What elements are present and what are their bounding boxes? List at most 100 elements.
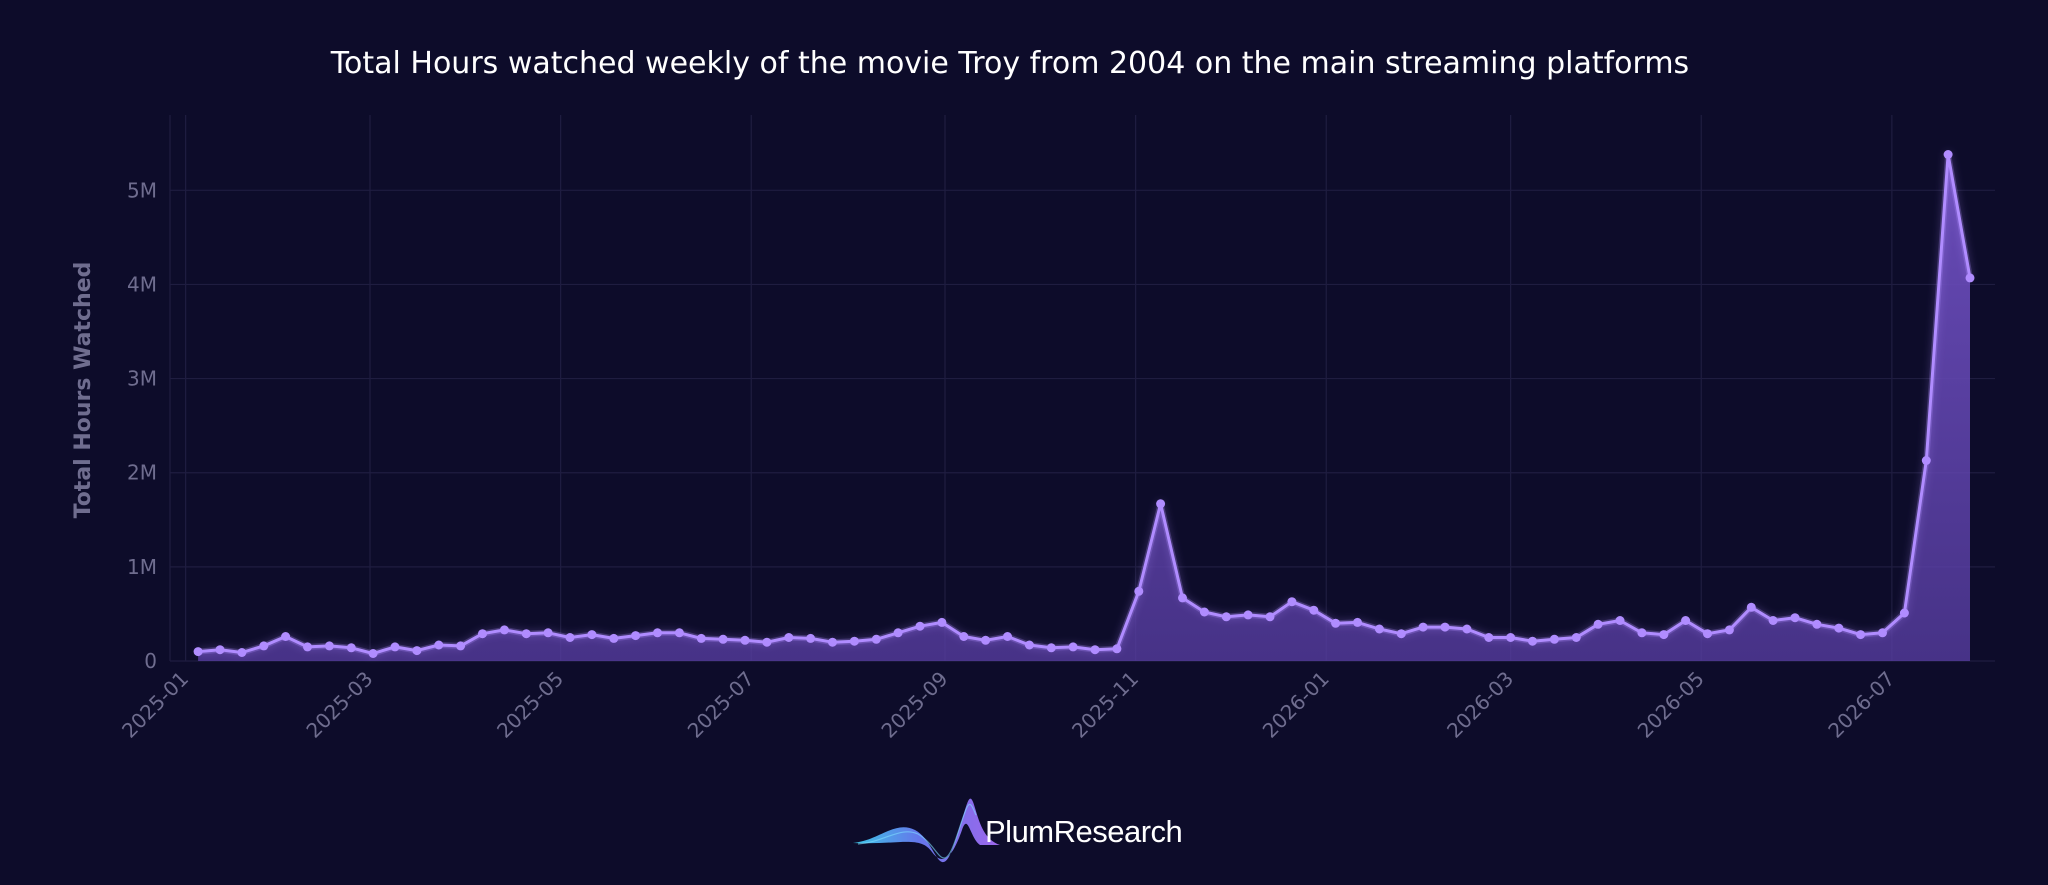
data-point bbox=[1681, 616, 1691, 625]
data-point bbox=[871, 634, 881, 644]
data-point bbox=[543, 628, 553, 638]
data-point bbox=[1068, 642, 1078, 652]
data-point bbox=[1878, 628, 1887, 638]
x-tick-label: 2025-05 bbox=[492, 667, 568, 743]
data-point bbox=[1287, 597, 1297, 607]
data-point bbox=[1309, 605, 1319, 615]
data-point bbox=[784, 633, 794, 642]
data-point bbox=[237, 648, 247, 657]
data-point bbox=[1418, 622, 1428, 632]
data-point bbox=[828, 637, 837, 647]
data-point bbox=[740, 635, 750, 645]
data-point bbox=[937, 617, 947, 627]
data-point bbox=[893, 628, 903, 638]
chart-title: Total Hours watched weekly of the movie … bbox=[330, 46, 1689, 81]
y-tick-label: 0 bbox=[144, 649, 157, 673]
x-tick-label: 2025-03 bbox=[301, 667, 377, 743]
data-point bbox=[1265, 612, 1275, 622]
brand-name: PlumResearch bbox=[985, 814, 1182, 849]
x-tick-label: 2025-09 bbox=[876, 667, 952, 743]
data-point bbox=[1746, 602, 1756, 612]
data-point bbox=[806, 633, 816, 643]
data-point bbox=[1024, 640, 1034, 650]
y-tick-label: 1M bbox=[127, 555, 157, 579]
x-tick-label: 2025-01 bbox=[117, 667, 193, 743]
x-tick-label: 2026-05 bbox=[1633, 667, 1709, 743]
data-point bbox=[1549, 634, 1559, 644]
data-point bbox=[609, 633, 619, 643]
data-point bbox=[368, 649, 378, 658]
data-point bbox=[1899, 608, 1909, 618]
x-tick-label: 2025-11 bbox=[1067, 667, 1143, 743]
data-point bbox=[1724, 625, 1734, 635]
data-point bbox=[390, 642, 400, 652]
area-layer bbox=[198, 154, 1971, 661]
point-layer bbox=[193, 150, 1975, 658]
data-point bbox=[193, 647, 203, 657]
x-tick-label: 2025-07 bbox=[683, 667, 759, 743]
data-point bbox=[1768, 616, 1778, 625]
data-point bbox=[215, 645, 225, 655]
y-axis-ticks: 0 1M 2M 3M 4M 5M bbox=[127, 178, 157, 673]
data-point bbox=[1593, 619, 1603, 629]
x-tick-label: 2026-07 bbox=[1823, 667, 1899, 743]
data-point bbox=[303, 642, 312, 652]
x-tick-label: 2026-03 bbox=[1442, 667, 1518, 743]
data-point bbox=[456, 641, 466, 651]
data-point bbox=[674, 628, 684, 638]
data-point bbox=[1856, 630, 1866, 640]
series-line-glow bbox=[197, 151, 1973, 657]
y-tick-label: 4M bbox=[127, 272, 157, 296]
data-point bbox=[259, 641, 269, 651]
data-point bbox=[324, 641, 334, 651]
y-axis-label: Total Hours Watched bbox=[71, 262, 96, 519]
data-point bbox=[587, 630, 597, 640]
grid bbox=[169, 115, 1995, 662]
data-point bbox=[959, 632, 969, 641]
data-point bbox=[1637, 628, 1647, 638]
line-layer bbox=[197, 151, 1973, 657]
data-point bbox=[1943, 150, 1953, 159]
series-line bbox=[197, 153, 1972, 655]
area-fill bbox=[198, 154, 1971, 661]
data-point bbox=[1221, 612, 1231, 622]
data-point bbox=[718, 634, 728, 644]
y-tick-label: 5M bbox=[127, 178, 157, 202]
data-point bbox=[1243, 610, 1253, 620]
x-axis-ticks: 2025-01 2025-03 2025-05 2025-07 2025-09 2025-… bbox=[117, 667, 1899, 743]
data-point bbox=[1703, 629, 1712, 639]
data-point bbox=[1484, 633, 1494, 642]
data-point bbox=[1506, 633, 1516, 642]
data-point bbox=[1921, 456, 1931, 465]
data-point bbox=[1528, 636, 1537, 646]
data-point bbox=[1790, 613, 1800, 623]
data-point bbox=[281, 632, 291, 641]
data-point bbox=[1396, 629, 1406, 639]
data-point bbox=[412, 646, 422, 656]
data-point bbox=[1090, 645, 1100, 655]
data-point bbox=[478, 629, 487, 639]
x-tick-label: 2026-01 bbox=[1258, 667, 1334, 743]
data-point bbox=[696, 633, 706, 643]
data-point bbox=[1440, 622, 1450, 632]
data-point bbox=[521, 629, 531, 639]
y-tick-label: 2M bbox=[127, 461, 157, 485]
wave-icon bbox=[853, 798, 1000, 863]
data-point bbox=[1462, 624, 1472, 634]
data-point bbox=[915, 621, 925, 631]
data-point bbox=[1965, 273, 1975, 283]
data-point bbox=[499, 625, 509, 635]
data-point bbox=[346, 643, 356, 653]
data-point bbox=[1812, 619, 1822, 629]
data-point bbox=[434, 640, 444, 650]
y-tick-label: 3M bbox=[127, 367, 157, 391]
data-point bbox=[653, 628, 662, 638]
data-point bbox=[762, 637, 772, 647]
data-point bbox=[1353, 617, 1362, 627]
data-point bbox=[1571, 633, 1581, 642]
data-point bbox=[981, 635, 991, 645]
data-point bbox=[1178, 593, 1187, 603]
data-point bbox=[631, 631, 641, 641]
data-point bbox=[1156, 499, 1166, 509]
